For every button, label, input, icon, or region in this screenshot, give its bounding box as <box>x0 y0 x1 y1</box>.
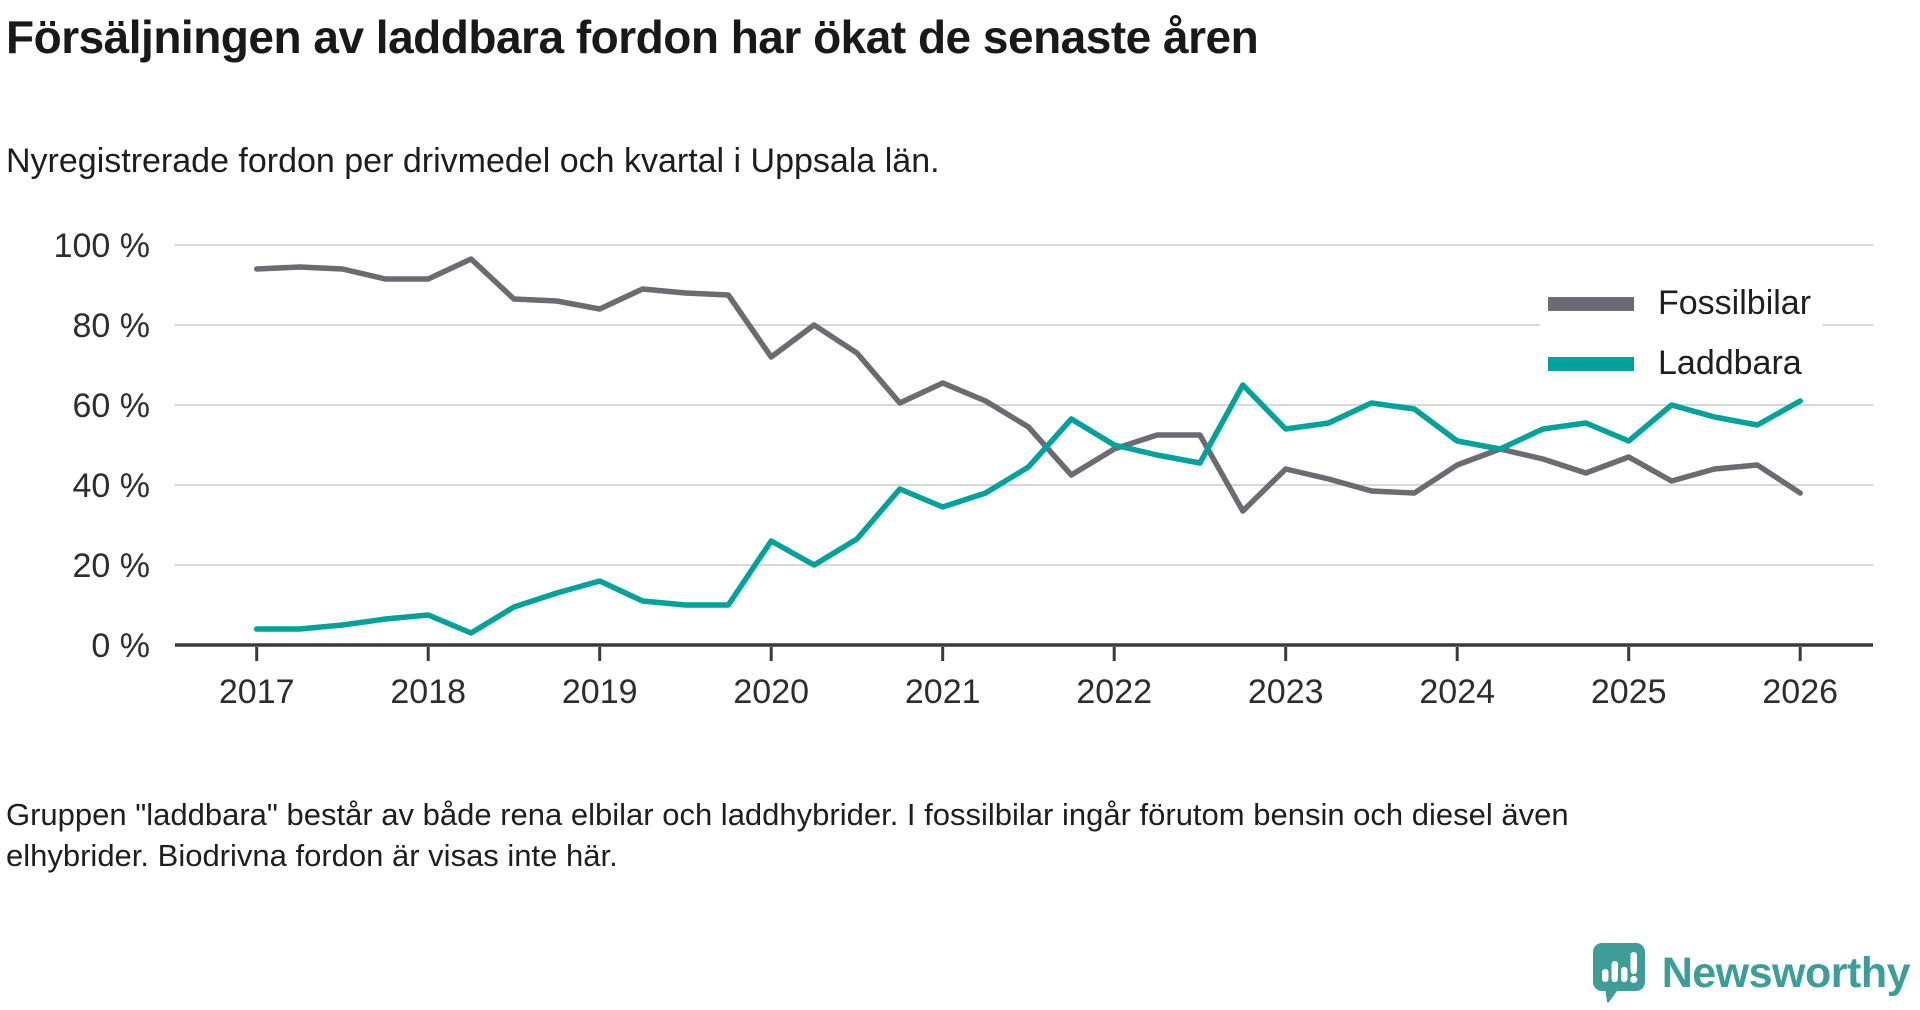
line-chart: 0 % 20 % 40 % 60 % 80 % 100 % 2017 2018 2019 2020… <box>54 227 1873 711</box>
series-line-laddbara <box>253 382 1803 636</box>
footer-note: Gruppen "laddbara" består av både rena e… <box>6 794 1569 876</box>
newsworthy-logo: Newsworthy <box>1592 942 1911 1004</box>
y-axis-tick-label: 0 % <box>91 627 150 665</box>
y-axis-tick-label: 40 % <box>73 467 151 505</box>
page-title: Försäljningen av laddbara fordon har öka… <box>6 11 1259 63</box>
laddbara-line-swatch <box>1548 356 1634 371</box>
x-axis-tick-label: 2022 <box>1076 673 1152 711</box>
x-axis-tick-label: 2026 <box>1762 673 1838 711</box>
series-line-fossilbilar <box>253 256 1803 514</box>
fossilbilar-line-swatch <box>1548 296 1634 311</box>
y-axis-tick-label: 80 % <box>73 307 151 345</box>
page-subtitle: Nyregistrerade fordon per drivmedel och … <box>6 142 940 180</box>
footer-line-2: elhybrider. Biodrivna fordon är visas in… <box>6 838 618 873</box>
x-axis-tick-label: 2021 <box>905 673 981 711</box>
y-axis-tick-label: 100 % <box>54 227 150 265</box>
x-axis-tick-label: 2023 <box>1248 673 1324 711</box>
x-axis-tick-label: 2017 <box>219 673 295 711</box>
legend-item-fossilbilar: Fossilbilar <box>1540 276 1824 331</box>
newsworthy-speech-bubble-chart-icon <box>1592 943 1645 1003</box>
x-axis-tick-label: 2024 <box>1419 673 1495 711</box>
x-axis-tick-label: 2020 <box>733 673 809 711</box>
x-axis-tick-label: 2025 <box>1591 673 1667 711</box>
footer-line-1: Gruppen "laddbara" består av både rena e… <box>6 797 1569 832</box>
logo-text: Newsworthy <box>1661 948 1911 997</box>
x-axis-tick-label: 2018 <box>390 673 466 711</box>
x-axis-tick-label: 2019 <box>562 673 638 711</box>
y-axis-tick-label: 20 % <box>73 547 151 585</box>
legend-label: Laddbara <box>1658 344 1802 382</box>
y-axis-tick-label: 60 % <box>73 387 151 425</box>
legend-label: Fossilbilar <box>1658 284 1812 322</box>
legend-item-laddbara: Laddbara <box>1540 336 1814 391</box>
